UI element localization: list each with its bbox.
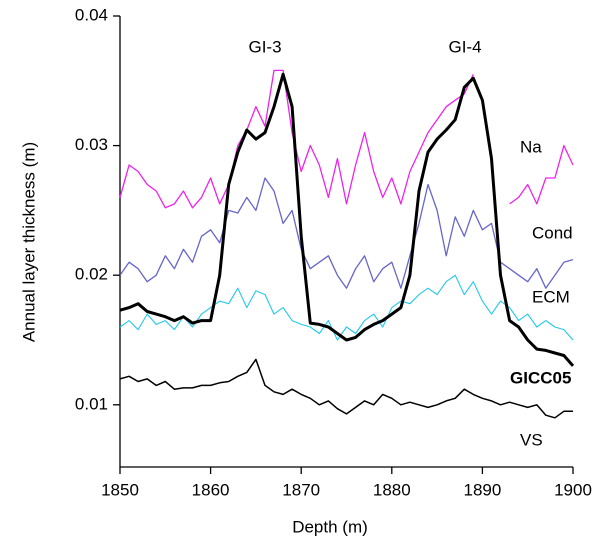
series-label: Na	[520, 137, 542, 156]
x-tick-label: 1850	[101, 480, 139, 499]
y-tick-label: 0.04	[75, 5, 108, 24]
x-tick-label: 1900	[554, 480, 592, 499]
x-tick-label: 1860	[192, 480, 230, 499]
series-line	[119, 72, 575, 367]
series-label: GICC05	[510, 368, 571, 387]
y-tick-label: 0.02	[75, 265, 108, 284]
series-line	[119, 274, 574, 341]
x-tick-label: 1890	[463, 480, 501, 499]
series-line	[119, 69, 574, 209]
y-tick-label: 0.01	[75, 394, 108, 413]
annotation: GI-3	[248, 37, 281, 56]
series-label: ECM	[532, 287, 570, 306]
axes	[119, 16, 573, 468]
series-line	[119, 177, 574, 289]
x-tick-label: 1870	[282, 480, 320, 499]
series-label: VS	[520, 430, 543, 449]
x-axis-label: Depth (m)	[292, 517, 368, 536]
series-label: Cond	[532, 223, 573, 242]
y-tick-label: 0.03	[75, 135, 108, 154]
annotation: GI-4	[448, 37, 481, 56]
y-axis-label: Annual layer thickness (m)	[19, 142, 38, 342]
series-line	[119, 358, 573, 419]
x-tick-label: 1880	[373, 480, 411, 499]
